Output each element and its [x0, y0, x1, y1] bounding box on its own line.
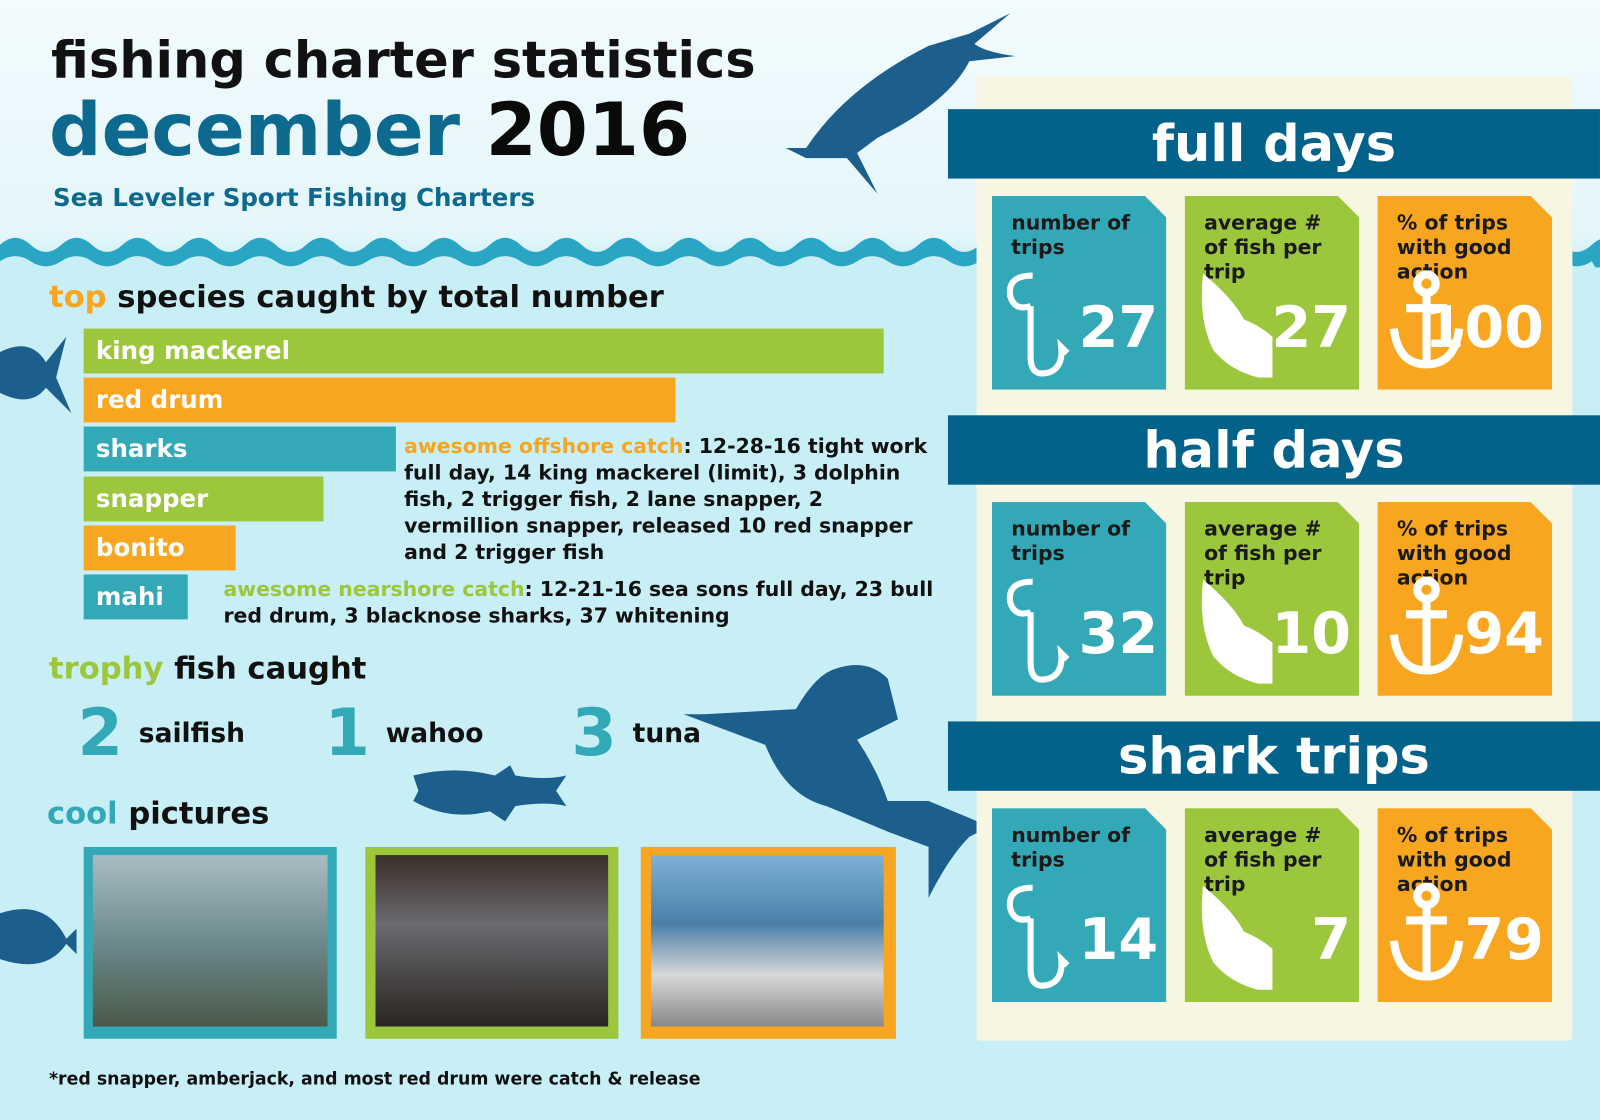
bar: mahi [83, 574, 188, 620]
stat-value: 79 [1464, 907, 1544, 974]
stat-label: average # of fish per trip [1204, 210, 1322, 284]
year: 2016 [485, 86, 691, 173]
bar: snapper [83, 476, 324, 522]
bar-label: snapper [95, 484, 209, 513]
icon [1201, 579, 1273, 684]
stat-box: number of trips 14 [991, 808, 1167, 1003]
offshore-story: awesome offshore catch: 12-28-16 tight w… [404, 433, 935, 566]
stat-label: % of trips with good action [1396, 822, 1512, 896]
icon [1389, 882, 1464, 981]
stat-box: average # of fish per trip 7 [1184, 808, 1360, 1003]
highlight: trophy [48, 651, 164, 687]
photo [651, 855, 884, 1027]
bar: sharks [83, 426, 396, 472]
stat-box: number of trips 32 [991, 502, 1167, 696]
bar-label: sharks [95, 435, 188, 464]
bar-label: red drum [95, 385, 224, 415]
trophy-count: 1 [324, 695, 370, 772]
label: awesome offshore catch [404, 433, 684, 459]
photo [375, 855, 609, 1027]
stat-value: 100 [1424, 294, 1544, 362]
title: fishing charter statistics [51, 30, 756, 90]
trophy-count: 3 [571, 695, 617, 772]
highlight: top [48, 279, 107, 316]
stat-label: average # of fish per trip [1204, 822, 1322, 896]
heading: pictures [128, 795, 270, 832]
pictures-heading: cool pictures [47, 796, 269, 832]
icon [1201, 273, 1273, 378]
stat-value: 32 [1078, 601, 1159, 668]
icon [1389, 270, 1464, 369]
heading: fish caught [174, 651, 367, 687]
photo [92, 855, 328, 1027]
stat-box: % of trips with good action 94 [1377, 502, 1553, 696]
stat-value: 7 [1311, 907, 1352, 974]
trophy-name: sailfish [138, 718, 246, 749]
stat-box: number of trips 27 [991, 195, 1167, 390]
nearshore-story: awesome nearshore catch: 12-21-16 sea so… [223, 576, 937, 629]
highlight: cool [46, 795, 118, 832]
stat-value: 27 [1271, 294, 1352, 362]
bar-label: mahi [95, 582, 164, 612]
heading: species caught by total number [117, 279, 664, 316]
trophy-heading: trophy fish caught [49, 651, 366, 687]
icon [1006, 272, 1070, 377]
stat-box: % of trips with good action 79 [1377, 808, 1553, 1003]
stat-label: number of trips [1011, 822, 1131, 872]
banner: shark trips [947, 721, 1600, 791]
text: : 12-28-16 tight work full day, 14 king … [404, 433, 928, 565]
bar-label: king mackerel [95, 336, 290, 366]
month: december [48, 86, 460, 173]
footnote: *red snapper, amberjack, and most red dr… [48, 1069, 701, 1090]
trophy-name: wahoo [385, 718, 484, 749]
stat-box: average # of fish per trip 27 [1184, 195, 1360, 390]
icon [1201, 885, 1273, 990]
stat-label: average # of fish per trip [1204, 516, 1322, 590]
stat-value: 27 [1078, 294, 1159, 362]
stat-label: number of trips [1011, 210, 1131, 260]
stat-label: number of trips [1011, 516, 1131, 566]
stat-value: 14 [1078, 907, 1159, 974]
label: awesome nearshore catch [223, 576, 525, 602]
stat-box: average # of fish per trip 10 [1184, 502, 1360, 696]
title-date: december 2016 [49, 84, 690, 176]
stat-box: % of trips with good action 100 [1377, 195, 1553, 390]
bar-label: bonito [95, 533, 185, 563]
species-heading: top species caught by total number [49, 280, 664, 316]
trophy-count: 2 [77, 695, 123, 772]
text: : 12-21-16 sea sons full day, 23 bull re… [223, 576, 934, 628]
bar: red drum [83, 377, 676, 423]
bar: king mackerel [83, 328, 884, 374]
stat-value: 10 [1271, 601, 1352, 668]
trophy-name: tuna [632, 718, 702, 749]
subtitle: Sea Leveler Sport Fishing Charters [53, 183, 536, 213]
stat-value: 94 [1464, 601, 1544, 668]
icon [1006, 578, 1070, 683]
banner: half days [947, 415, 1600, 485]
bar: bonito [83, 525, 236, 571]
icon [1389, 576, 1464, 675]
fish-silhouettes [0, 13, 1016, 965]
stat-label: % of trips with good action [1396, 210, 1512, 284]
icon [1006, 884, 1070, 989]
banner: full days [947, 109, 1600, 179]
